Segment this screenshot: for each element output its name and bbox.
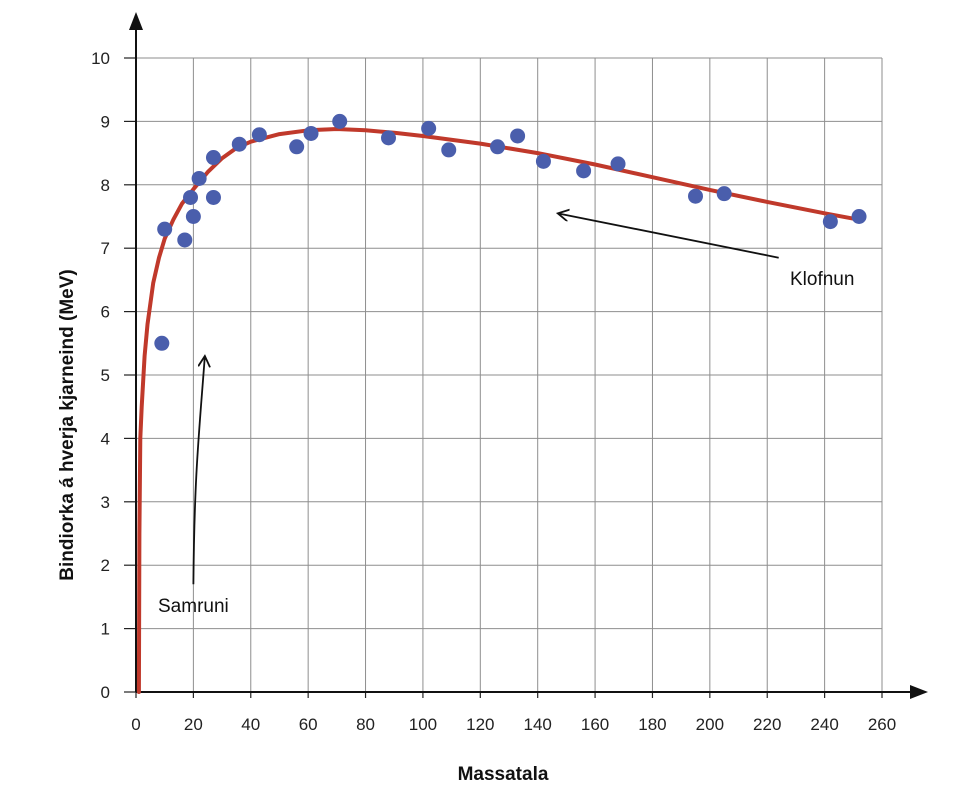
x-tick-label: 220: [753, 715, 781, 734]
data-point: [154, 335, 170, 351]
data-point: [851, 209, 867, 224]
annotation-arrow: [192, 356, 204, 585]
data-point: [716, 186, 732, 202]
data-point: [185, 209, 201, 224]
data-point: [157, 221, 173, 237]
grid: [136, 57, 883, 692]
data-point: [380, 130, 396, 146]
x-axis-title: Massatala: [458, 764, 549, 785]
data-point: [303, 125, 319, 141]
y-tick-label: 5: [101, 366, 110, 385]
y-tick-label: 4: [101, 429, 110, 448]
data-point: [535, 153, 551, 169]
x-tick-label: 140: [524, 715, 552, 734]
data-point: [205, 189, 221, 205]
x-tick-label: 200: [696, 715, 724, 734]
y-tick-label: 8: [101, 176, 110, 195]
y-tick-label: 1: [101, 620, 110, 639]
data-point: [332, 113, 348, 129]
data-point: [510, 128, 526, 144]
data-point: [231, 136, 247, 152]
fit-curve: [136, 127, 861, 694]
annotation-label: Samruni: [158, 596, 229, 617]
y-tick-label: 6: [101, 303, 110, 322]
data-point: [688, 188, 703, 204]
x-axis-arrowhead: [910, 685, 928, 699]
y-tick-label: 7: [101, 239, 110, 258]
y-tick-label: 3: [101, 493, 110, 512]
y-tick-label: 2: [101, 556, 110, 575]
x-tick-label: 180: [638, 715, 666, 734]
data-point: [490, 139, 506, 155]
data-point: [251, 127, 267, 143]
data-point: [191, 170, 207, 186]
y-tick-label: 0: [101, 683, 110, 702]
x-tick-label: 120: [466, 715, 494, 734]
data-point: [441, 142, 457, 158]
x-tick-label: 160: [581, 715, 609, 734]
data-point: [822, 214, 838, 230]
x-tick-label: 60: [299, 715, 318, 734]
x-tick-label: 260: [868, 715, 896, 734]
tick-labels: 0 20 40 60 80 100 120 140 160 180 200 220 240 260 0 1 2 3…: [91, 49, 896, 734]
x-tick-label: 80: [356, 715, 375, 734]
data-point: [576, 163, 592, 179]
y-axis-arrowhead: [129, 12, 143, 30]
x-tick-label: 40: [241, 715, 260, 734]
y-tick-label: 9: [101, 112, 110, 131]
x-tick-label: 20: [184, 715, 203, 734]
x-tick-label: 100: [409, 715, 437, 734]
x-tick-label: 240: [810, 715, 838, 734]
series: [136, 113, 867, 694]
axes: [124, 12, 928, 699]
data-point: [421, 120, 437, 136]
data-point: [183, 189, 199, 205]
annotation-label: Klofnun: [790, 269, 854, 290]
data-point: [205, 150, 221, 166]
annotations: Samruni Klofnun: [158, 213, 854, 617]
data-point: [177, 232, 193, 248]
annotation-arrow: [558, 213, 779, 259]
data-point: [289, 139, 305, 155]
x-tick-label: 0: [131, 715, 140, 734]
y-axis-title: Bindiorka á hverja kjarneind (MeV): [57, 269, 78, 580]
y-tick-label: 10: [91, 49, 110, 68]
data-point: [610, 156, 626, 172]
